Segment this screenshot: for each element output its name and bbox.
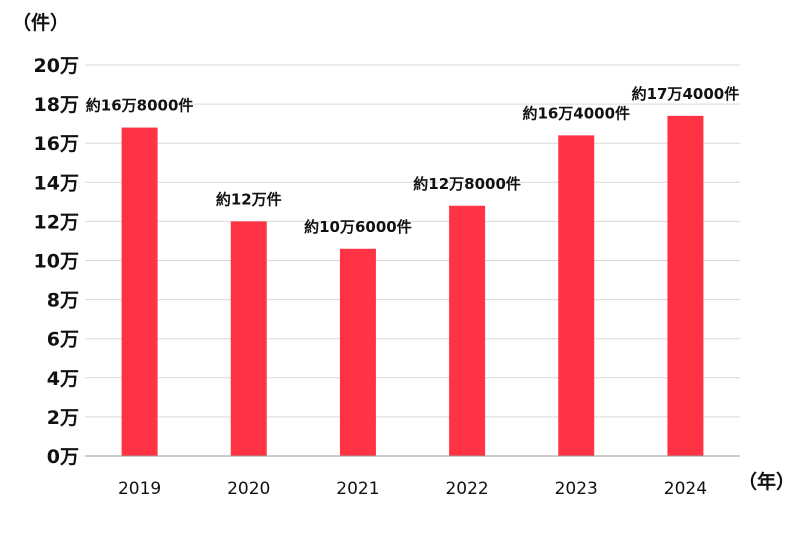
- y-tick-label: 12万: [34, 211, 79, 233]
- bar-2020: [230, 221, 267, 456]
- gridlines: [85, 64, 740, 418]
- data-label: 約12万8000件: [413, 175, 521, 193]
- y-tick-label: 8万: [47, 290, 79, 312]
- data-label: 約10万6000件: [304, 218, 412, 236]
- y-tick-label: 10万: [34, 251, 79, 273]
- y-tick-label: 20万: [34, 55, 79, 77]
- bars: [121, 115, 704, 456]
- y-axis-ticks: 0万 2万 4万 6万 8万 10万 12万 14万 16万 18万 20万: [34, 55, 79, 468]
- y-tick-label: 18万: [34, 94, 79, 116]
- x-axis-ticks: 2019 2020 2021 2022 2023 2024: [118, 479, 707, 499]
- y-tick-label: 16万: [34, 133, 79, 155]
- y-tick-label: 6万: [47, 329, 79, 351]
- x-tick-label: 2019: [118, 479, 161, 499]
- data-label: 約16万4000件: [522, 104, 630, 122]
- x-tick-label: 2023: [555, 479, 598, 499]
- bar-2022: [449, 205, 486, 456]
- bar-2024: [667, 115, 704, 456]
- x-tick-label: 2021: [336, 479, 379, 499]
- x-tick-label: 2020: [227, 479, 270, 499]
- y-tick-label: 4万: [47, 368, 79, 390]
- bar-2021: [339, 248, 376, 456]
- data-label: 約17万4000件: [632, 85, 740, 103]
- y-tick-label: 2万: [47, 407, 79, 429]
- x-tick-label: 2024: [664, 479, 707, 499]
- bar-2019: [121, 127, 158, 456]
- data-label: 約16万8000件: [86, 97, 194, 115]
- y-tick-label: 14万: [34, 172, 79, 194]
- y-tick-label: 0万: [47, 446, 79, 468]
- x-tick-label: 2022: [445, 479, 488, 499]
- y-unit-label: （件）: [12, 11, 69, 34]
- x-unit-label: （年）: [738, 470, 795, 493]
- bar-2023: [558, 135, 595, 456]
- data-label: 約12万件: [216, 190, 282, 208]
